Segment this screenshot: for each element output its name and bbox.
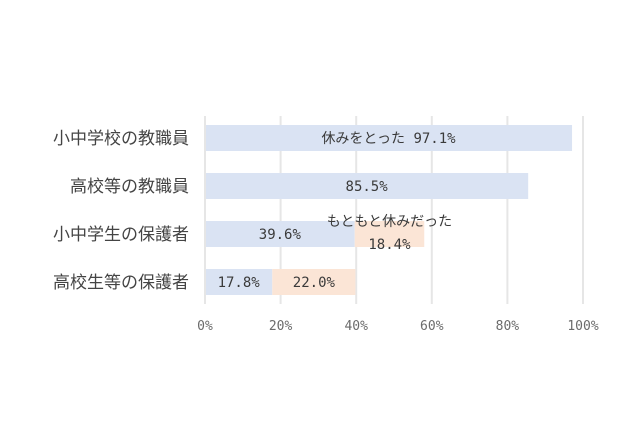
x-tick-label: 80%: [496, 319, 520, 334]
data-label: 17.8%: [218, 275, 261, 291]
bar-series1: [205, 221, 355, 247]
data-label: 18.4%: [368, 237, 411, 253]
x-tick-label: 20%: [269, 319, 293, 334]
data-label: 85.5%: [346, 179, 389, 195]
bar-series1: [205, 269, 273, 295]
bar-series2: [354, 221, 425, 247]
series-name-label: もともと休みだった: [327, 214, 452, 230]
category-label: 小中学生の保護者: [53, 225, 189, 245]
data-label: 39.6%: [259, 227, 302, 243]
x-tick-label: 0%: [197, 319, 213, 334]
data-label: 休みをとった 97.1%: [321, 131, 456, 147]
bar-series1: [205, 125, 573, 151]
bar-series2: [272, 269, 356, 295]
bar-series1: [205, 173, 529, 199]
category-label: 高校等の教職員: [70, 177, 189, 197]
x-tick-label: 40%: [344, 319, 368, 334]
category-label: 高校生等の保護者: [53, 273, 189, 293]
x-tick-label: 100%: [567, 319, 598, 334]
x-tick-label: 60%: [420, 319, 444, 334]
data-label: 22.0%: [293, 275, 336, 291]
category-label: 小中学校の教職員: [53, 129, 189, 149]
